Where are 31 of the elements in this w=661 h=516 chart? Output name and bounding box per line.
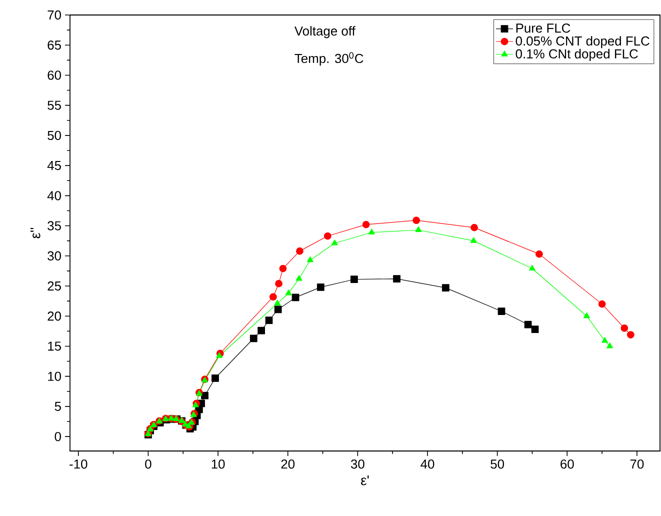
y-tick-label: 25 [48,281,61,291]
y-tick-label: 15 [48,342,61,351]
x-tick-label: 50 [490,460,504,469]
legend-label: 0.1% CNt doped FLC [516,48,638,62]
x-tick-label: 30 [350,460,364,469]
legend-label: Pure FLC [516,24,570,33]
y-tick-label: 5 [54,402,61,411]
x-tick-label: 0 [145,460,152,469]
y-tick-label: 70 [48,10,61,20]
y-tick-label: 60 [48,70,61,80]
x-tick-label: 70 [630,460,644,469]
x-tick-label: 20 [281,460,295,469]
y-tick-label: 50 [48,130,61,140]
x-axis-title: ε' [361,476,369,486]
y-tick-label: 0 [54,432,61,442]
y-tick-label: 45 [47,161,61,170]
y-tick-label: 30 [48,251,61,260]
x-tick-label: 40 [420,460,434,469]
x-tick-label: 10 [212,460,225,469]
y-tick-label: 55 [48,100,61,110]
annotation: Voltage off [294,26,356,38]
x-tick-label: 60 [560,460,574,469]
y-tick-label: 20 [48,312,61,321]
y-tick-label: 40 [47,191,61,200]
annotation: Temp. 30$^{0}$C [294,52,364,66]
y-tick-label: 65 [48,40,61,50]
y-axis-title: ε'' [30,228,40,238]
y-tick-label: 35 [48,221,61,230]
x-tick-label: -10 [70,460,88,469]
y-tick-label: 10 [48,372,61,381]
legend-label: 0.05% CNT doped FLC [516,36,650,48]
